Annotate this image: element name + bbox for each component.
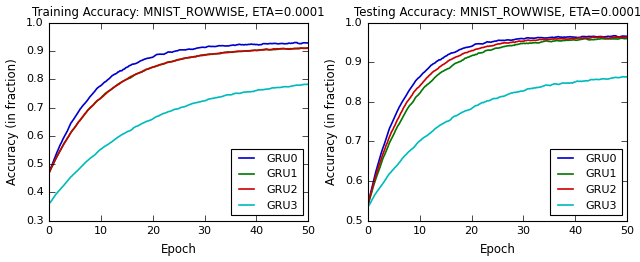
Line: GRU1: GRU1 [49, 48, 308, 172]
GRU2 [200, 54, 207, 57]
GRU2 [622, 35, 630, 39]
GRU1 [518, 42, 526, 45]
GRU0 [198, 46, 206, 49]
GRU0 [518, 37, 525, 40]
GRU0 [305, 41, 312, 45]
GRU1 [364, 203, 372, 206]
GRU0 [523, 36, 531, 40]
GRU3 [623, 75, 631, 78]
GRU2 [280, 47, 288, 50]
GRU2 [264, 48, 271, 51]
GRU0 [599, 35, 607, 39]
GRU2 [198, 54, 206, 57]
GRU3 [582, 79, 590, 82]
GRU0 [200, 46, 207, 49]
GRU1 [280, 47, 288, 50]
GRU1 [264, 48, 271, 51]
GRU1 [599, 37, 607, 40]
GRU2 [303, 46, 311, 50]
GRU1 [623, 37, 631, 40]
GRU1 [365, 200, 372, 203]
GRU3 [46, 201, 54, 204]
GRU2 [582, 36, 590, 40]
X-axis label: Epoch: Epoch [161, 243, 196, 256]
GRU1 [305, 47, 312, 50]
Line: GRU0: GRU0 [49, 42, 308, 172]
X-axis label: Epoch: Epoch [479, 243, 515, 256]
GRU3 [198, 100, 206, 103]
GRU3 [264, 88, 271, 91]
GRU0 [623, 35, 631, 38]
Line: GRU1: GRU1 [368, 38, 627, 205]
GRU3 [204, 98, 212, 101]
GRU1 [618, 37, 626, 40]
Title: Training Accuracy: MNIST_ROWWISE, ETA=0.0001: Training Accuracy: MNIST_ROWWISE, ETA=0.… [33, 6, 325, 19]
Line: GRU2: GRU2 [49, 48, 308, 173]
GRU0 [204, 45, 212, 48]
GRU2 [204, 53, 212, 56]
GRU2 [46, 169, 54, 172]
GRU1 [46, 169, 54, 172]
GRU3 [200, 100, 207, 103]
GRU0 [582, 35, 590, 39]
Line: GRU3: GRU3 [368, 77, 627, 207]
GRU0 [611, 34, 618, 37]
GRU3 [305, 83, 312, 86]
GRU2 [599, 36, 607, 39]
GRU3 [518, 89, 525, 92]
GRU2 [45, 171, 53, 174]
GRU2 [523, 39, 531, 42]
GRU2 [518, 40, 526, 43]
GRU1 [204, 53, 212, 56]
GRU0 [364, 203, 372, 206]
GRU3 [619, 75, 627, 78]
GRU3 [599, 77, 607, 80]
Legend: GRU0, GRU1, GRU2, GRU3: GRU0, GRU1, GRU2, GRU3 [231, 150, 303, 215]
GRU3 [518, 90, 526, 93]
GRU0 [518, 37, 526, 40]
Line: GRU0: GRU0 [368, 36, 627, 205]
Y-axis label: Accuracy (in fraction): Accuracy (in fraction) [6, 58, 19, 185]
GRU2 [305, 46, 312, 50]
GRU3 [523, 88, 531, 91]
Line: GRU2: GRU2 [368, 37, 627, 205]
GRU1 [200, 53, 207, 57]
GRU0 [45, 171, 53, 174]
GRU3 [364, 205, 372, 209]
GRU3 [303, 83, 311, 86]
Title: Testing Accuracy: MNIST_ROWWISE, ETA=0.0001: Testing Accuracy: MNIST_ROWWISE, ETA=0.0… [354, 6, 640, 19]
GRU3 [45, 202, 53, 205]
Line: GRU3: GRU3 [49, 84, 308, 204]
GRU3 [365, 204, 372, 207]
GRU0 [365, 199, 372, 202]
GRU2 [518, 40, 525, 43]
GRU0 [280, 42, 288, 45]
GRU2 [365, 200, 372, 203]
GRU1 [582, 37, 590, 41]
GRU1 [518, 42, 525, 45]
Legend: GRU0, GRU1, GRU2, GRU3: GRU0, GRU1, GRU2, GRU3 [550, 150, 621, 215]
GRU2 [623, 35, 631, 39]
GRU1 [523, 42, 531, 45]
GRU0 [291, 41, 299, 44]
GRU0 [46, 168, 54, 172]
Y-axis label: Accuracy (in fraction): Accuracy (in fraction) [324, 58, 338, 185]
GRU3 [280, 85, 288, 88]
GRU2 [364, 203, 372, 206]
GRU1 [198, 53, 206, 57]
GRU1 [45, 171, 53, 174]
GRU0 [264, 42, 271, 46]
GRU1 [300, 46, 307, 50]
